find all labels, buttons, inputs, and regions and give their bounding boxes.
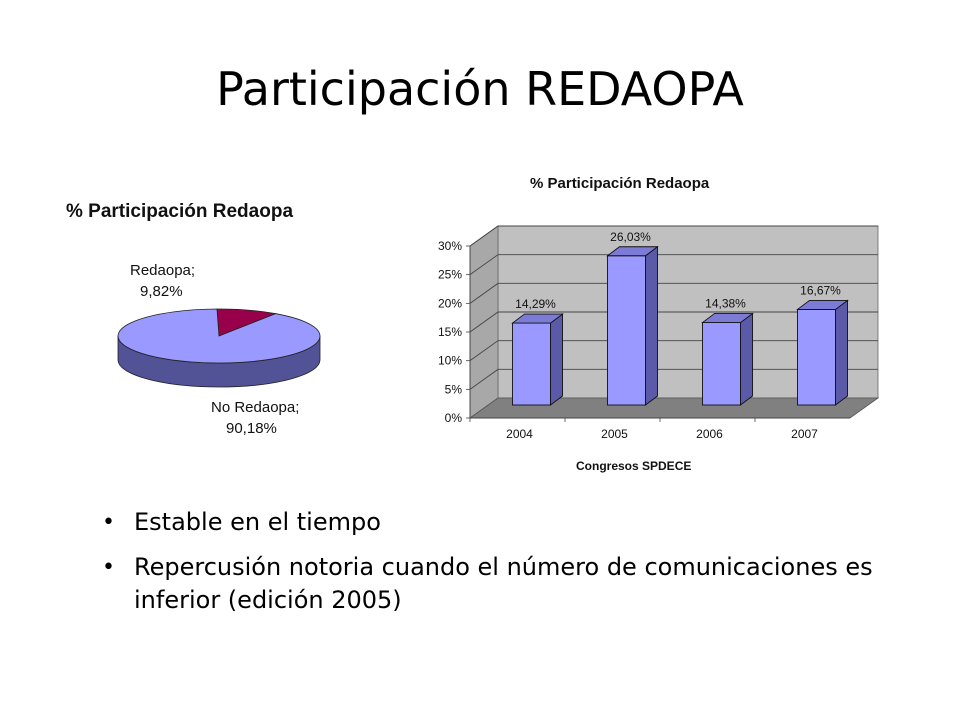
bullet-item: • Repercusión notoria cuando el número de…: [98, 551, 918, 617]
bar-value-label: 14,29%: [515, 297, 556, 311]
y-tick-label: 15%: [438, 325, 462, 339]
y-tick-label: 10%: [438, 354, 462, 368]
bar-2005: [607, 255, 646, 406]
y-tick-label: 20%: [438, 296, 462, 310]
gridline: [469, 282, 878, 304]
bar-2007: [797, 308, 836, 406]
bar-side: [645, 245, 658, 406]
bar-chart: % Participación Redaopa 0% 5% 10% 15% 20% 25%…: [438, 175, 880, 473]
slide-title: Participación REDAOPA: [216, 62, 744, 116]
bar-top: [796, 299, 849, 310]
bar-top: [511, 313, 564, 324]
pie-label-no-redaopa: No Redaopa;: [211, 399, 299, 416]
y-tick-label: 5%: [445, 382, 463, 396]
pie-slice-no-redaopa: [117, 308, 321, 364]
bar-chart-xlabel: Congresos SPDECE: [576, 459, 691, 473]
x-tick-label: 2007: [791, 427, 818, 441]
x-tick-label: 2004: [506, 427, 533, 441]
bar-side: [740, 312, 753, 406]
bar-chart-panel: % Participación Redaopa 0% 5% 10% 15% 20% 25%…: [424, 166, 912, 480]
bar-top: [701, 313, 754, 324]
pie-value-no-redaopa: 90,18%: [226, 420, 277, 437]
bullet-text: Estable en el tiempo: [134, 508, 381, 536]
y-tick-label: 0%: [445, 411, 463, 425]
bar-value-label: 26,03%: [610, 230, 651, 244]
bar-body: 0% 5% 10% 15% 20% 25% 30% 14,29% 2004 26,03% 2005 1…: [438, 225, 880, 441]
bar-value-label: 16,67%: [800, 283, 841, 297]
bullet-icon: •: [102, 555, 115, 580]
pie-value-redaopa: 9,82%: [140, 283, 183, 300]
bar-side: [835, 299, 848, 406]
x-tick-label: 2005: [601, 427, 628, 441]
bar-chart-title: % Participación Redaopa: [530, 175, 710, 192]
pie-chart-title: % Participación Redaopa: [66, 201, 293, 222]
bullet-list: • Estable en el tiempo • Repercusión notor…: [98, 506, 918, 629]
pie-body: [117, 308, 321, 388]
bullet-text: Repercusión notoria cuando el número de …: [134, 553, 873, 614]
bar-2006: [702, 322, 741, 406]
gridline: [469, 225, 878, 247]
pie-chart: % Participación Redaopa Redaopa; 9,82% N…: [66, 201, 321, 437]
pie-chart-panel: % Participación Redaopa Redaopa; 9,82% N…: [48, 186, 393, 456]
bullet-item: • Estable en el tiempo: [98, 506, 918, 539]
bar-top: [606, 246, 659, 257]
gridline: [469, 311, 878, 333]
bar-2004: [512, 322, 551, 406]
y-tick-label: 25%: [438, 268, 462, 282]
bar-value-label: 14,38%: [705, 297, 746, 311]
gridline: [469, 254, 878, 276]
x-tick-label: 2006: [696, 427, 723, 441]
pie-label-redaopa: Redaopa;: [130, 262, 195, 279]
bar-side: [550, 313, 563, 406]
y-tick-label: 30%: [438, 239, 462, 253]
bullet-icon: •: [102, 510, 115, 535]
